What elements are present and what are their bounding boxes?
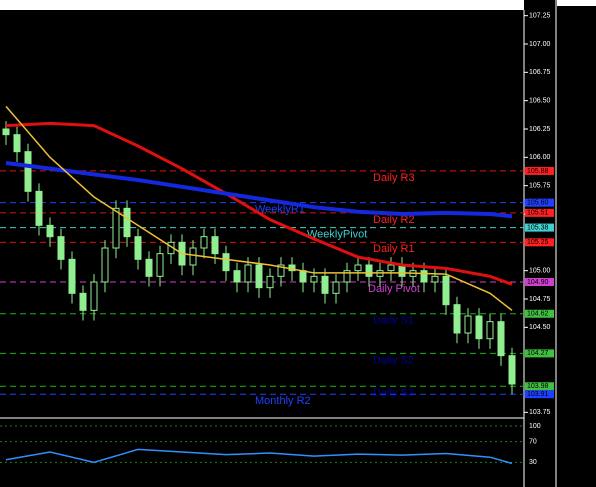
candle-body — [35, 190, 43, 226]
candle-body — [134, 236, 142, 260]
candle-body — [332, 281, 340, 294]
level-value: 105.38 — [527, 224, 549, 231]
candle-body — [112, 207, 120, 249]
y-tick-label: 106.25 — [529, 126, 551, 133]
osc-tick-label: 30 — [529, 459, 537, 466]
candle-body — [68, 258, 76, 294]
level-value: 105.88 — [527, 168, 549, 175]
y-tick-label: 107.25 — [529, 13, 551, 20]
level-box — [525, 278, 554, 286]
level-value: 105.51 — [527, 210, 549, 217]
candle-body — [365, 264, 373, 277]
osc-tick-label: 100 — [529, 423, 541, 430]
osc-tick-label: 70 — [529, 438, 537, 445]
candle-body — [2, 128, 10, 136]
candle-body — [387, 264, 395, 272]
candle-body — [189, 247, 197, 266]
level-label: Monthly R2 — [255, 395, 311, 407]
candle-body — [277, 264, 285, 277]
level-label: Daily R1 — [373, 243, 415, 255]
level-value: 103.98 — [527, 383, 549, 390]
candle-body — [145, 258, 153, 277]
moving-average — [5, 121, 513, 286]
level-box — [525, 166, 554, 175]
candle-body — [453, 304, 461, 334]
candle-body — [101, 247, 109, 283]
level-box — [525, 198, 554, 207]
candle-body — [398, 264, 406, 277]
level-value: 105.60 — [527, 200, 549, 207]
candle-body — [123, 207, 131, 238]
candle-body — [255, 264, 263, 289]
y-tick-label: 104.75 — [529, 296, 551, 303]
level-box — [525, 223, 554, 232]
y-tick-label: 106.50 — [529, 98, 551, 105]
candle-body — [431, 275, 439, 283]
candle-body — [420, 270, 428, 283]
moving-average — [5, 105, 513, 311]
level-label: Daily S3 — [373, 387, 414, 399]
y-tick-label: 106.00 — [529, 154, 551, 161]
candle-body — [24, 151, 32, 192]
level-label: WeeklyPivot — [307, 229, 367, 241]
level-label: Daily S1 — [373, 315, 414, 327]
candle-body — [244, 264, 252, 283]
y-tick-label: 106.75 — [529, 69, 551, 76]
candle-body — [200, 236, 208, 249]
candle-body — [475, 315, 483, 340]
candle-body — [13, 134, 21, 153]
window-top-right — [557, 0, 596, 6]
level-box — [525, 309, 554, 318]
candle-body — [57, 236, 65, 260]
level-box — [525, 382, 554, 391]
candle-body — [211, 236, 219, 255]
candle-body — [343, 270, 351, 283]
level-box — [525, 390, 554, 399]
candle-body — [508, 355, 516, 385]
candle-body — [90, 281, 98, 311]
y-tick-label: 105.75 — [529, 183, 551, 190]
candle-body — [233, 270, 241, 283]
level-box — [525, 238, 554, 247]
oscillator-line — [5, 448, 513, 465]
level-label: Daily R3 — [373, 172, 415, 184]
level-value: 105.25 — [527, 239, 549, 246]
candle-body — [442, 275, 450, 306]
candle-body — [222, 253, 230, 272]
level-box — [525, 208, 554, 217]
level-value: 104.62 — [527, 311, 549, 318]
level-box — [525, 349, 554, 358]
y-tick-label: 107.00 — [529, 41, 551, 48]
candle-body — [46, 224, 54, 238]
candle-body — [310, 275, 318, 283]
moving-average — [5, 161, 513, 219]
level-value: 104.90 — [527, 279, 549, 286]
y-tick-label: 104.50 — [529, 324, 551, 331]
level-label: Daily S2 — [373, 354, 414, 366]
candle-body — [79, 292, 87, 311]
y-tick-label: 105.00 — [529, 268, 551, 275]
level-label: Daily R2 — [373, 214, 415, 226]
level-value: 104.27 — [527, 350, 549, 357]
candle-body — [354, 264, 362, 272]
candle-body — [486, 321, 494, 340]
candle-body — [299, 270, 307, 283]
candle-body — [321, 275, 329, 294]
candle-body — [464, 315, 472, 334]
candle-body — [497, 321, 505, 357]
candle-body — [156, 253, 164, 277]
level-label: Daily Pivot — [368, 283, 420, 295]
candle-body — [266, 275, 274, 289]
window-top — [0, 0, 524, 10]
level-value: 103.91 — [527, 391, 549, 398]
y-tick-label: 103.75 — [529, 409, 551, 416]
